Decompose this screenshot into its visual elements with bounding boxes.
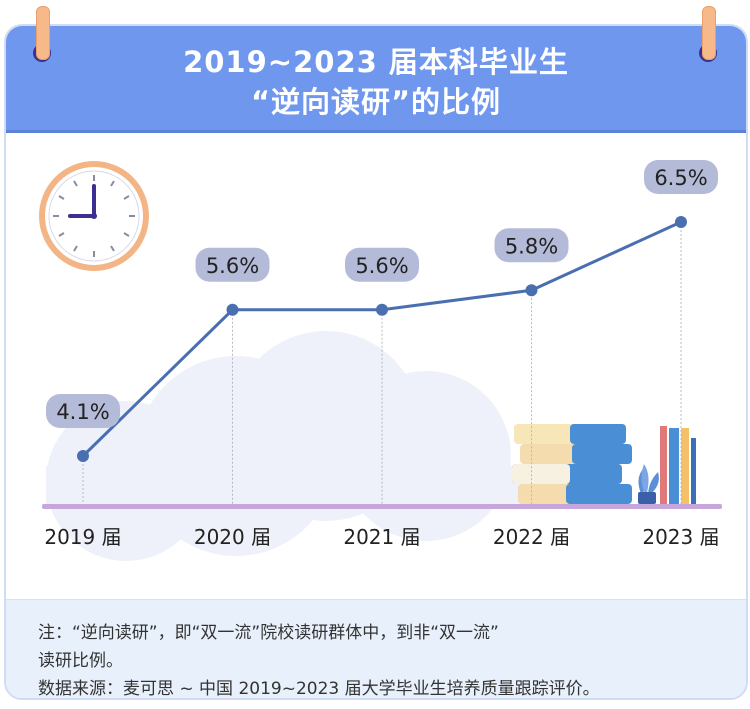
books-icon [512,424,696,504]
line-chart: 4.1% 5.6% 5.6% 5.8% 6.5% 2019 届 2020 届 2021 届 2… [39,160,722,561]
data-label: 4.1% [56,400,109,424]
binder-stem-left [36,6,50,60]
x-axis-baseline [42,504,722,509]
data-label: 6.5% [654,166,707,190]
note-definition: 注：“逆向读研”，即“双一流”院校读研群体中，到非“双一流” [38,623,499,643]
chart-card: 2019~2023 届本科毕业生 “逆向读研”的比例 [4,24,748,700]
x-tick-label: 2022 届 [493,525,570,549]
binder-stem-right [702,6,716,60]
chart-title-line-2: “逆向读研”的比例 [250,85,502,119]
data-label: 5.6% [206,254,259,278]
plant-icon [638,464,659,504]
data-label-bubble [345,247,419,282]
data-label-bubble [644,160,718,194]
data-point [77,450,89,462]
title-banner: 2019~2023 届本科毕业生 “逆向读研”的比例 [6,26,746,133]
data-label-bubble [494,228,569,263]
data-source: 数据来源：麦可思 ~ 中国 2019~2023 届大学毕业生培养质量跟踪评价。 [38,679,600,699]
chart-title-line-1: 2019~2023 届本科毕业生 [183,45,569,79]
data-point [376,303,388,316]
x-tick-label: 2020 届 [194,525,271,549]
clock-icon [39,161,149,271]
x-tick-label: 2021 届 [343,525,420,549]
data-label: 5.8% [505,234,558,258]
data-label-bubble [195,247,270,282]
data-point [675,216,687,228]
data-point [226,303,239,316]
data-label-bubble [46,394,120,428]
notes-panel: 注：“逆向读研”，即“双一流”院校读研群体中，到非“双一流” 读研比例。 数据来… [6,599,746,699]
x-tick-label: 2023 届 [642,525,719,549]
data-point [525,284,538,297]
x-tick-label: 2019 届 [44,525,121,549]
data-label: 5.6% [355,254,408,278]
note-definition-cont: 读研比例。 [38,651,123,671]
